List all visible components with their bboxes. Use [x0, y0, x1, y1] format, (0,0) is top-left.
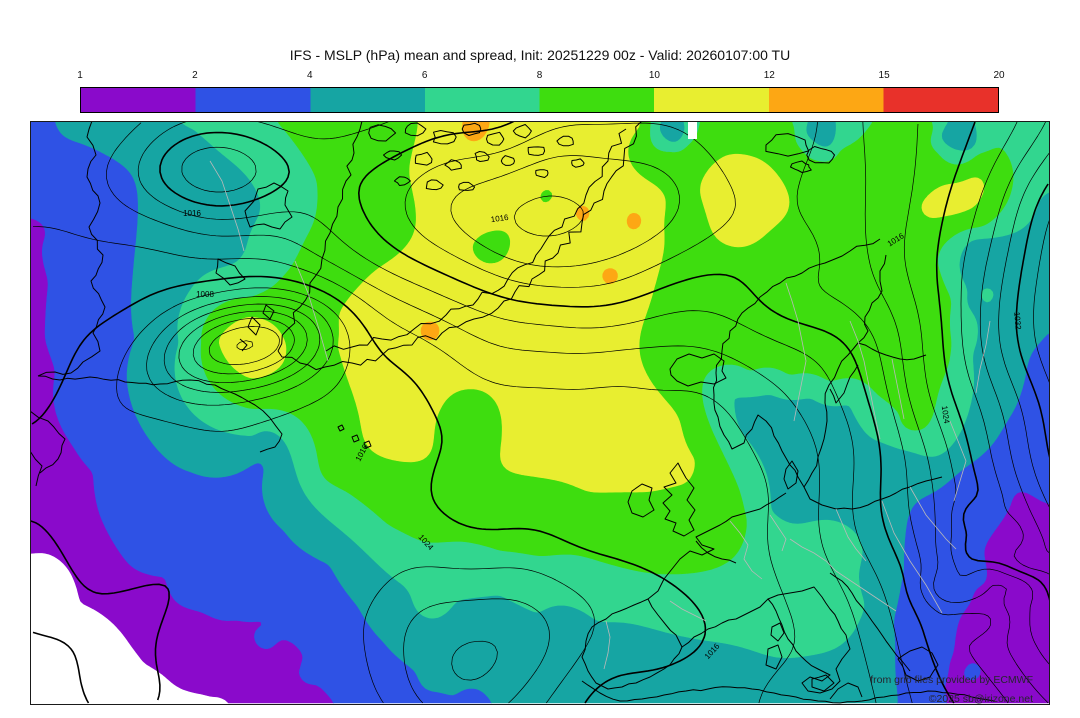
- svg-text:1032: 1032: [1012, 312, 1023, 331]
- svg-text:1008: 1008: [196, 290, 214, 299]
- svg-text:1016: 1016: [183, 209, 201, 218]
- svg-text:1016: 1016: [490, 213, 509, 224]
- svg-text:from grib files provided by EC: from grib files provided by ECMWF: [870, 674, 1033, 686]
- svg-text:1024: 1024: [940, 405, 951, 424]
- svg-text:©2025 sb@irizone.net: ©2025 sb@irizone.net: [929, 693, 1033, 705]
